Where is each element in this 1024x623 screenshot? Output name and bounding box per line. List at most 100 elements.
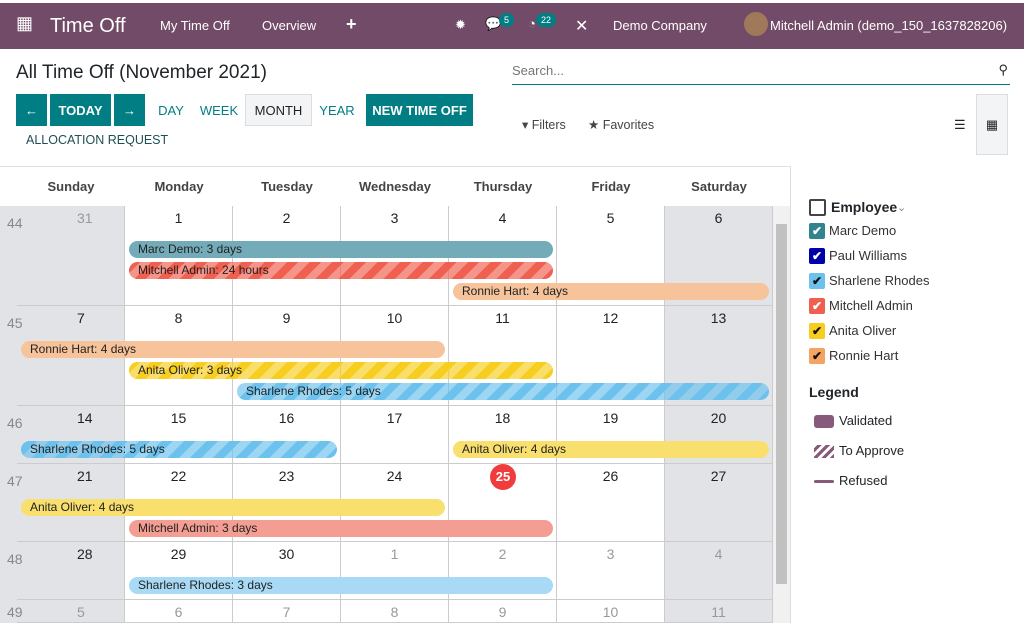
prev-button[interactable]: ← (16, 94, 47, 126)
employee-checkbox[interactable]: ✔ (809, 348, 825, 364)
employee-filter-label[interactable]: Anita Oliver (829, 323, 897, 338)
apps-menu-icon[interactable]: ▦ (16, 13, 34, 33)
time-off-event[interactable]: Mitchell Admin: 24 hours (129, 262, 553, 279)
filters-label: Filters (531, 118, 566, 132)
time-off-event[interactable]: Anita Oliver: 4 days (453, 441, 769, 458)
view-week[interactable]: WEEK (199, 102, 239, 118)
menu-my-time-off[interactable]: My Time Off (160, 18, 230, 33)
employee-checkbox[interactable]: ✔ (809, 323, 825, 339)
day-number: 11 (495, 310, 510, 326)
day-number: 1 (390, 546, 399, 562)
next-button[interactable]: → (114, 94, 145, 126)
weekday-header: Sunday (47, 179, 95, 194)
calendar-month-grid: Sunday Monday Tuesday Wednesday Thursday Frid… (0, 166, 790, 623)
day-cell[interactable]: 8 (341, 600, 449, 623)
weekday-header: Monday (154, 179, 204, 194)
day-cell[interactable]: 4 (665, 542, 773, 600)
day-cell[interactable]: 3 (557, 542, 665, 600)
employee-checkbox[interactable]: ✔ (809, 273, 825, 289)
day-number: 8 (390, 604, 399, 620)
view-month[interactable]: MONTH (245, 94, 312, 126)
favorites-button[interactable]: ★ Favorites (588, 118, 655, 132)
time-off-event[interactable]: Ronnie Hart: 4 days (453, 283, 769, 300)
day-number: 7 (282, 604, 291, 620)
time-off-event[interactable]: Ronnie Hart: 4 days (21, 341, 445, 358)
day-number: 26 (602, 468, 619, 484)
employee-filter-label[interactable]: Mitchell Admin (829, 298, 913, 313)
calendar-scrollbar[interactable] (773, 206, 790, 623)
time-off-event[interactable]: Sharlene Rhodes: 3 days (129, 577, 553, 594)
company-switcher[interactable]: Demo Company (613, 18, 707, 33)
employee-filter-title[interactable]: Employee (831, 199, 898, 215)
day-cell[interactable]: 26 (557, 464, 665, 542)
messages-badge: 5 (499, 13, 515, 27)
calendar-view-icon[interactable]: ▦ (976, 94, 1008, 155)
day-cell[interactable]: 17 (341, 406, 449, 464)
list-view-icon[interactable]: ☰ (954, 117, 966, 132)
user-menu[interactable]: Mitchell Admin (demo_150_1637828206) (770, 18, 1008, 33)
search-input[interactable] (512, 57, 982, 83)
calendar-sidebar: Employee ⌄ ✔ Marc Demo ✔ Paul Williams ✔ Shar… (790, 166, 1024, 623)
activities-icon[interactable]: ◔ (528, 16, 536, 31)
day-cell[interactable]: 10 (557, 600, 665, 623)
messages-icon[interactable]: 💬 (485, 16, 502, 31)
day-number: 31 (77, 210, 93, 226)
day-cell[interactable]: 28 (17, 542, 125, 600)
day-number: 14 (77, 410, 93, 426)
day-cell[interactable]: 6 (125, 600, 233, 623)
view-year[interactable]: YEAR (319, 102, 355, 118)
day-number: 16 (278, 410, 295, 426)
tools-icon[interactable]: ✕ (575, 18, 589, 35)
menu-new[interactable]: + (346, 14, 357, 34)
menu-overview[interactable]: Overview (262, 18, 317, 33)
employee-checkbox[interactable]: ✔ (809, 223, 825, 239)
employee-filter-label[interactable]: Marc Demo (829, 223, 897, 238)
time-off-event[interactable]: Marc Demo: 3 days (129, 241, 553, 258)
week-number: 47 (7, 473, 23, 489)
day-number: 2 (498, 546, 507, 562)
new-time-off-button[interactable]: NEW TIME OFF (366, 94, 473, 126)
day-cell[interactable]: 5 (17, 600, 125, 623)
today-button[interactable]: TODAY (50, 94, 111, 126)
day-cell[interactable]: 7 (233, 600, 341, 623)
day-cell[interactable]: 11 (665, 600, 773, 623)
legend-title: Legend (809, 384, 859, 400)
view-day[interactable]: DAY (158, 102, 184, 118)
employee-filter-label[interactable]: Sharlene Rhodes (829, 273, 930, 288)
filters-button[interactable]: ▾ Filters (522, 118, 566, 132)
bug-icon[interactable]: ✹ (455, 17, 466, 32)
time-off-event[interactable]: Sharlene Rhodes: 5 days (21, 441, 337, 458)
day-number: 10 (602, 604, 619, 620)
legend-validated-swatch (814, 415, 834, 428)
day-number: 18 (494, 410, 511, 426)
chevron-down-icon[interactable]: ⌄ (897, 202, 907, 214)
week-number: 45 (7, 315, 23, 331)
today-marker: 25 (490, 464, 516, 490)
employee-checkbox[interactable]: ✔ (809, 248, 825, 264)
day-number: 28 (77, 546, 93, 562)
time-off-event[interactable]: Sharlene Rhodes: 5 days (237, 383, 769, 400)
time-off-event[interactable]: Anita Oliver: 4 days (21, 499, 445, 516)
search-icon[interactable]: ⚲ (998, 62, 1008, 77)
weekday-header: Friday (591, 179, 631, 194)
day-cell[interactable]: 9 (449, 600, 557, 623)
day-number: 9 (282, 310, 291, 326)
employee-filter-all[interactable] (809, 199, 826, 216)
app-name[interactable]: Time Off (50, 15, 126, 37)
employee-filter-label[interactable]: Paul Williams (829, 248, 908, 263)
legend-to-approve: To Approve (839, 443, 905, 458)
day-cell[interactable]: 27 (665, 464, 773, 542)
employee-checkbox[interactable]: ✔ (809, 298, 825, 314)
day-number: 5 (77, 604, 85, 620)
scroll-thumb[interactable] (776, 224, 787, 584)
avatar[interactable] (744, 12, 768, 36)
time-off-event[interactable]: Anita Oliver: 3 days (129, 362, 553, 379)
time-off-event[interactable]: Mitchell Admin: 3 days (129, 520, 553, 537)
top-navbar: ▦ Time Off My Time Off Overview + ✹ 💬 5 … (0, 3, 1024, 49)
day-number: 9 (498, 604, 507, 620)
week-number: 44 (7, 215, 23, 231)
allocation-request-button[interactable]: ALLOCATION REQUEST (26, 133, 169, 147)
employee-filter-label[interactable]: Ronnie Hart (829, 348, 899, 363)
day-cell[interactable]: 31 (17, 206, 125, 306)
weekday-header: Thursday (473, 179, 533, 194)
